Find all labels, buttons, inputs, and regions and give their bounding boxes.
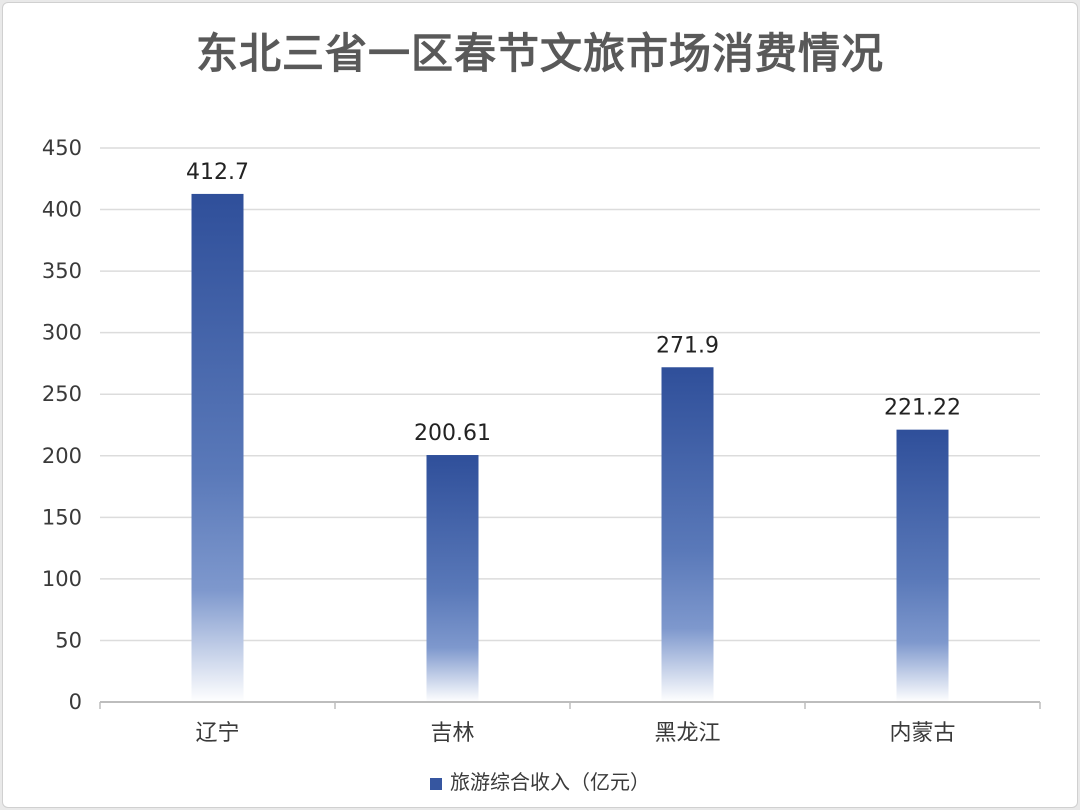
y-tick-label: 450 bbox=[42, 136, 82, 160]
bar bbox=[661, 367, 714, 702]
y-tick-label: 0 bbox=[69, 690, 82, 714]
bars: 412.7 200.61 271.9 221.22 bbox=[186, 160, 961, 702]
y-tick-label: 200 bbox=[42, 444, 82, 468]
data-label: 412.7 bbox=[186, 160, 249, 185]
x-category-label: 辽宁 bbox=[195, 721, 239, 746]
y-tick-label: 350 bbox=[42, 259, 82, 283]
chart-title: 东北三省一区春节文旅市场消费情况 bbox=[195, 29, 884, 78]
gridlines bbox=[100, 147, 1040, 642]
bar bbox=[896, 429, 949, 702]
y-tick-label: 150 bbox=[42, 505, 82, 529]
y-tick-label: 400 bbox=[42, 198, 82, 222]
data-label: 200.61 bbox=[414, 421, 491, 446]
legend: 旅游综合收入（亿元） bbox=[0, 766, 1080, 795]
legend-label: 旅游综合收入（亿元） bbox=[450, 770, 650, 794]
y-tick-label: 50 bbox=[55, 628, 82, 652]
data-label: 221.22 bbox=[884, 396, 961, 421]
y-tick-label: 250 bbox=[42, 382, 82, 406]
x-category-label: 内蒙古 bbox=[889, 721, 955, 746]
y-tick-label: 100 bbox=[42, 567, 82, 591]
y-axis-ticks: 0 50 100 150 200 250 300 350 400 450 bbox=[42, 136, 82, 714]
bar bbox=[191, 193, 244, 702]
data-label: 271.9 bbox=[656, 333, 719, 358]
y-tick-label: 300 bbox=[42, 321, 82, 345]
x-category-label: 黑龙江 bbox=[654, 721, 720, 746]
x-axis: 辽宁 吉林 黑龙江 内蒙古 bbox=[99, 701, 1041, 746]
x-category-label: 吉林 bbox=[430, 721, 474, 746]
bar bbox=[426, 455, 479, 702]
legend-swatch bbox=[430, 777, 442, 790]
